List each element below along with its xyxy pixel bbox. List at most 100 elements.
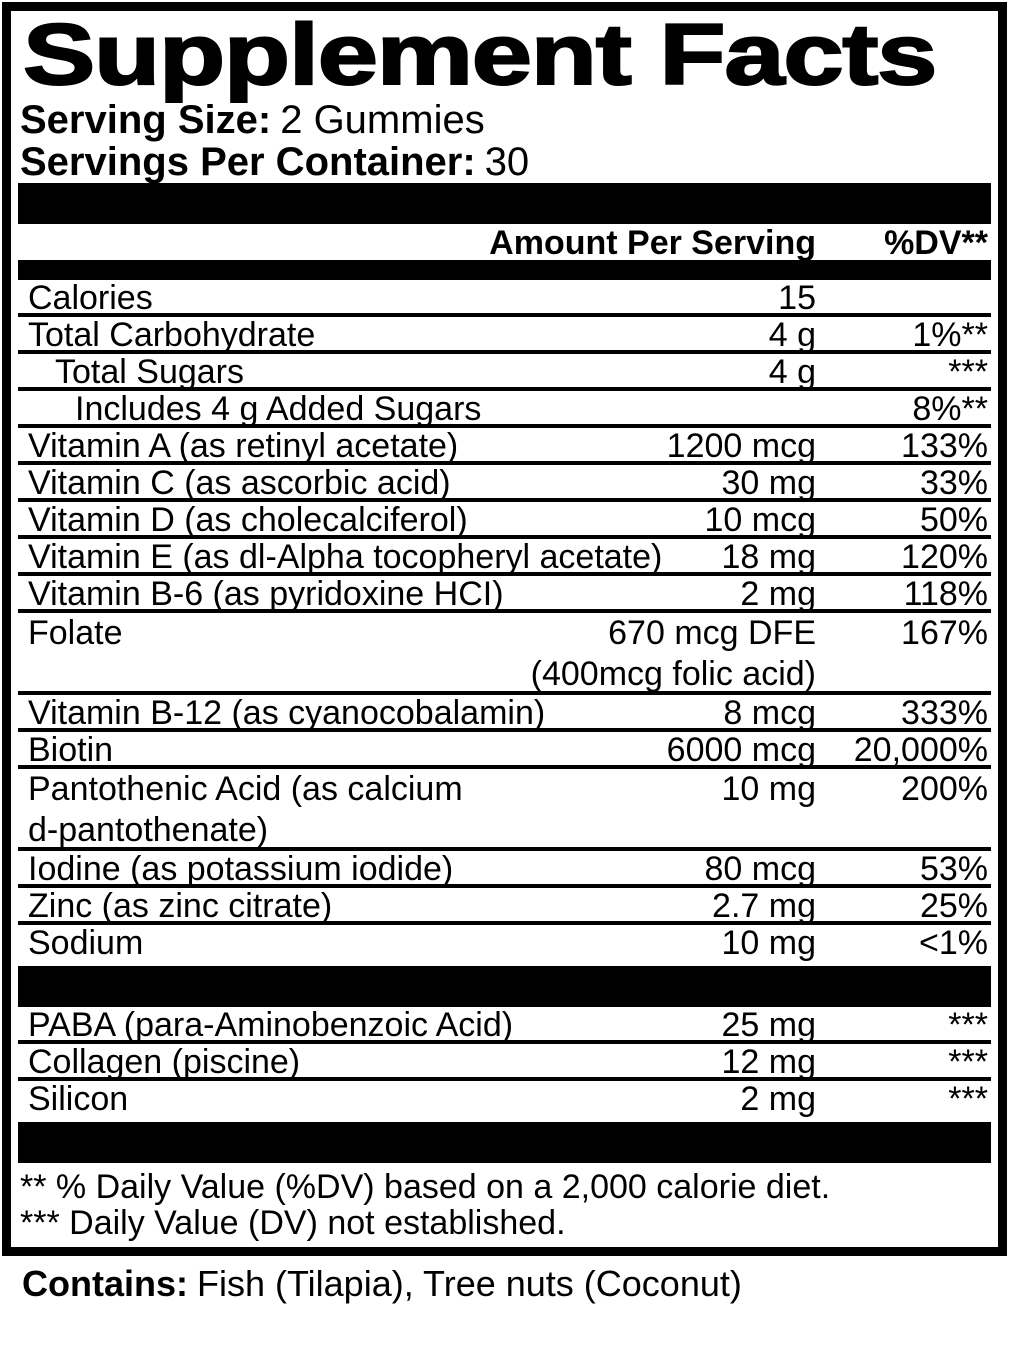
nutrient-row: Iodine (as potassium iodide) 80 mcg 53% <box>18 851 991 888</box>
contains-label: Contains: <box>22 1263 188 1304</box>
nutrient-name: PABA (para-Aminobenzoic Acid) <box>18 1007 513 1044</box>
nutrient-name-text: Vitamin D (as cholecalciferol) <box>28 501 468 539</box>
nutrient-dv: 20,000% <box>853 731 988 769</box>
nutrient-row: Vitamin E (as dl-Alpha tocopheryl acetat… <box>18 539 991 576</box>
nutrient-name: Silicon <box>18 1081 128 1118</box>
nutrient-name: Biotin <box>18 732 113 769</box>
nutrient-name-text: Folate <box>28 614 123 652</box>
nutrient-name: Iodine (as potassium iodide) <box>18 851 453 888</box>
serving-size-value: 2 Gummies <box>280 98 485 142</box>
nutrient-dv: *** <box>948 1043 988 1081</box>
nutrient-name: Total Sugars <box>18 354 244 391</box>
footnotes: ** % Daily Value (%DV) based on a 2,000 … <box>18 1163 991 1247</box>
nutrient-row: Vitamin B-12 (as cyanocobalamin) 8 mcg 333… <box>18 695 991 732</box>
nutrient-name: Vitamin D (as cholecalciferol) <box>18 502 468 539</box>
nutrient-name: Total Carbohydrate <box>18 317 315 354</box>
nutrient-amount: 80 mcg <box>704 850 817 888</box>
table-header-row: Amount Per Serving %DV** <box>18 224 991 262</box>
footnote-daily-value: ** % Daily Value (%DV) based on a 2,000 … <box>20 1168 831 1206</box>
nutrient-table: Calories 15 Total Carbohydrate 4 g 1%** Total… <box>18 280 991 962</box>
nutrient-dv: 333% <box>901 694 988 732</box>
nutrient-dv: 25% <box>919 887 988 925</box>
nutrient-row: Includes 4 g Added Sugars 8%** <box>18 391 991 428</box>
nutrient-row: Vitamin B-6 (as pyridoxine HCI) 2 mg 118% <box>18 576 991 613</box>
nutrient-name-text: Total Carbohydrate <box>28 316 316 354</box>
nutrient-dv: *** <box>948 353 988 391</box>
nutrient-amount-line2: (400mcg folic acid) <box>530 655 816 693</box>
nutrient-name: Vitamin B-12 (as cyanocobalamin) <box>18 695 545 732</box>
separator-bar-top <box>18 183 991 224</box>
nutrient-dv: 133% <box>901 427 988 465</box>
nutrient-amount: 8 mcg <box>723 694 816 732</box>
nutrient-name: Vitamin B-6 (as pyridoxine HCI) <box>18 576 504 613</box>
contains-line: Contains: Fish (Tilapia), Tree nuts (Coco… <box>0 1256 1009 1304</box>
nutrient-dv: 33% <box>919 464 988 502</box>
nutrient-dv: 118% <box>903 575 988 613</box>
nutrient-name-text: Vitamin C (as ascorbic acid) <box>28 464 451 502</box>
nutrient-name-text: Calories <box>28 279 153 317</box>
nutrient-amount: 1200 mcg <box>666 427 816 465</box>
nutrient-row: Sodium 10 mg <1% <box>18 925 991 962</box>
nutrient-name: Calories <box>18 280 153 317</box>
nutrient-dv: 167% <box>901 614 988 652</box>
servings-per-container-line: Servings Per Container: 30 <box>18 141 991 183</box>
nutrient-amount: 30 mg <box>721 464 817 502</box>
separator-bar-header <box>18 260 991 280</box>
amount-per-serving-header: Amount Per Serving <box>489 224 816 262</box>
nutrient-row: Calories 15 <box>18 280 991 317</box>
nutrient-name-text: Silicon <box>28 1080 129 1118</box>
nutrient-dv: 1%** <box>912 316 988 354</box>
nutrient-name-text: Pantothenic Acid (as calcium <box>28 770 463 808</box>
nutrient-name: Vitamin C (as ascorbic acid) <box>18 465 451 502</box>
nutrient-amount: 4 g <box>768 353 816 391</box>
nutrient-name-text: Vitamin A (as retinyl acetate) <box>28 427 459 465</box>
nutrient-amount: 10 mcg <box>704 501 817 539</box>
other-ingredients-table: PABA (para-Aminobenzoic Acid) 25 mg *** Col… <box>18 1007 991 1118</box>
nutrient-row: Collagen (piscine) 12 mg *** <box>18 1044 991 1081</box>
nutrient-row: Vitamin A (as retinyl acetate) 1200 mcg 13… <box>18 428 991 465</box>
label-title: Supplement Facts <box>22 7 939 103</box>
nutrient-dv: 50% <box>919 501 988 539</box>
nutrient-amount: 18 mg <box>721 538 817 576</box>
nutrient-amount: 2 mg <box>740 575 816 613</box>
nutrient-dv: 53% <box>919 850 988 888</box>
nutrient-name: Vitamin E (as dl-Alpha tocopheryl acetat… <box>18 539 662 576</box>
separator-bar-bottom <box>18 1122 991 1163</box>
nutrient-name-text: Iodine (as potassium iodide) <box>28 850 454 888</box>
nutrient-amount: 670 mcg DFE <box>608 614 816 652</box>
supplement-facts-label: Supplement Facts Serving Size: 2 Gummies … <box>2 2 1007 1256</box>
serving-size-line: Serving Size: 2 Gummies <box>18 99 991 141</box>
nutrient-row: Total Carbohydrate 4 g 1%** <box>18 317 991 354</box>
nutrient-name-text: Biotin <box>28 731 114 769</box>
servings-per-container-label: Servings Per Container: <box>20 140 476 184</box>
nutrient-dv: 200% <box>901 770 988 808</box>
nutrient-name-text: PABA (para-Aminobenzoic Acid) <box>28 1006 514 1044</box>
nutrient-name: Vitamin A (as retinyl acetate) <box>18 428 458 465</box>
nutrient-amount: 10 mg <box>721 770 817 808</box>
nutrient-row: Biotin 6000 mcg 20,000% <box>18 732 991 769</box>
nutrient-name-text: Vitamin B-6 (as pyridoxine HCI) <box>28 575 504 613</box>
nutrient-row: Pantothenic Acid (as calcium d-pantothena… <box>18 769 991 851</box>
nutrient-amount: 4 g <box>768 316 816 354</box>
percent-dv-header: %DV** <box>884 224 988 262</box>
nutrient-name: Zinc (as zinc citrate) <box>18 888 332 925</box>
nutrient-amount: 6000 mcg <box>666 731 816 769</box>
nutrient-dv: 8%** <box>912 390 988 428</box>
serving-size-label: Serving Size: <box>20 98 272 142</box>
nutrient-dv: *** <box>948 1006 988 1044</box>
footnote-dv-not-established: *** Daily Value (DV) not established. <box>20 1204 566 1242</box>
nutrient-row: Zinc (as zinc citrate) 2.7 mg 25% <box>18 888 991 925</box>
nutrient-amount: 2 mg <box>740 1080 816 1118</box>
nutrient-amount: 15 <box>778 279 816 317</box>
nutrient-row: Folate 670 mcg DFE (400mcg folic acid) 167% <box>18 613 991 695</box>
nutrient-row: Vitamin C (as ascorbic acid) 30 mg 33% <box>18 465 991 502</box>
nutrient-row: Vitamin D (as cholecalciferol) 10 mcg 50% <box>18 502 991 539</box>
nutrient-name-text: Vitamin B-12 (as cyanocobalamin) <box>28 694 546 732</box>
nutrient-dv: <1% <box>919 924 988 962</box>
nutrient-dv: *** <box>948 1080 988 1118</box>
nutrient-dv: 120% <box>901 538 988 576</box>
servings-per-container-value: 30 <box>484 140 530 184</box>
nutrient-amount: 2.7 mg <box>712 887 816 925</box>
nutrient-row: Silicon 2 mg *** <box>18 1081 991 1118</box>
nutrient-name-text-line2: d-pantothenate) <box>28 811 269 849</box>
